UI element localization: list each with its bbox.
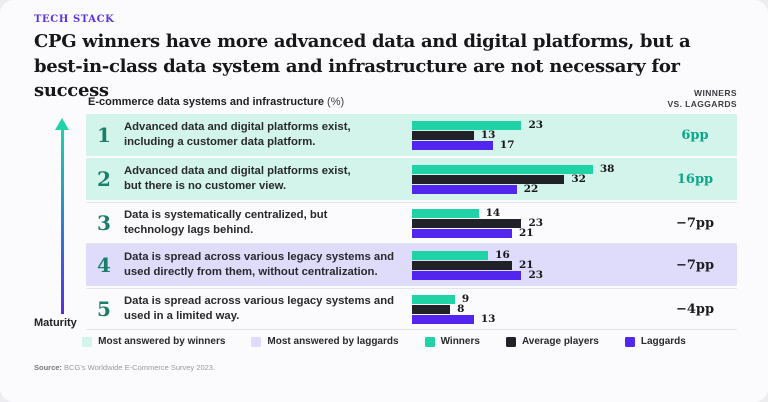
bar-average-players bbox=[412, 218, 522, 228]
bar-value: 21 bbox=[518, 226, 534, 239]
row-delta: 16pp bbox=[676, 171, 714, 187]
bar-value: 13 bbox=[480, 128, 496, 141]
bar-winners bbox=[412, 120, 522, 130]
maturity-axis-label: Maturity bbox=[34, 317, 77, 329]
arrow-up-icon bbox=[55, 118, 69, 130]
legend-label: Most answered by laggards bbox=[267, 336, 399, 347]
bar-value: 22 bbox=[523, 182, 539, 195]
bar-winners bbox=[412, 164, 593, 174]
table-row: 1 Advanced data and digital platforms ex… bbox=[86, 114, 737, 156]
legend-item: Winners bbox=[424, 336, 480, 347]
row-bars: 14 23 21 bbox=[412, 208, 653, 238]
row-delta: −4pp bbox=[675, 301, 715, 317]
chart-column-header-text: E-commerce data systems and infrastructu… bbox=[88, 96, 324, 108]
legend-item: Most answered by laggards bbox=[251, 336, 399, 347]
bar-winners bbox=[412, 208, 479, 218]
bar-value: 8 bbox=[457, 302, 465, 315]
bar-value: 23 bbox=[528, 268, 544, 281]
source-prefix: Source: bbox=[34, 363, 62, 372]
bar-average-players bbox=[412, 130, 474, 140]
chart-column-header-unit: (%) bbox=[327, 96, 345, 108]
legend-swatch bbox=[82, 336, 93, 347]
row-rank: 2 bbox=[97, 167, 111, 191]
chart-column-header: E-commerce data systems and infrastructu… bbox=[88, 96, 344, 108]
bar-laggards bbox=[412, 184, 517, 194]
table-row: 2 Advanced data and digital platforms ex… bbox=[86, 158, 737, 200]
row-label: Data is spread across various legacy sys… bbox=[124, 251, 395, 278]
row-label: Advanced data and digital platforms exis… bbox=[124, 121, 351, 148]
chart-legend: Most answered by winners Most answered b… bbox=[0, 336, 768, 347]
row-bars: 9 8 13 bbox=[412, 294, 653, 324]
row-rank: 1 bbox=[97, 123, 111, 147]
bar-value: 16 bbox=[495, 248, 510, 261]
row-label: Advanced data and digital platforms exis… bbox=[124, 165, 351, 192]
bar-laggards bbox=[412, 228, 512, 238]
row-label: Data is spread across various legacy sys… bbox=[124, 295, 395, 322]
legend-item: Average players bbox=[505, 336, 599, 347]
row-bars: 38 32 22 bbox=[412, 164, 653, 194]
legend-swatch bbox=[424, 336, 435, 347]
bar-average-players bbox=[412, 174, 565, 184]
bar-value: 32 bbox=[571, 172, 586, 185]
row-rank: 4 bbox=[97, 253, 111, 277]
arrow-line bbox=[61, 128, 64, 314]
bar-value: 14 bbox=[485, 206, 501, 219]
eyebrow-label: TECH STACK bbox=[34, 14, 115, 25]
row-delta: 6pp bbox=[681, 127, 709, 143]
row-delta: −7pp bbox=[675, 215, 715, 231]
legend-swatch bbox=[251, 336, 262, 347]
bar-winners bbox=[412, 250, 489, 260]
bar-laggards bbox=[412, 270, 522, 280]
delta-header-line1: WINNERS bbox=[694, 88, 737, 98]
legend-item: Most answered by winners bbox=[82, 336, 225, 347]
bar-winners bbox=[412, 294, 455, 304]
page-title: CPG winners have more advanced data and … bbox=[34, 31, 691, 102]
source-note: Source: BCG’s Worldwide E-Commerce Surve… bbox=[34, 363, 215, 372]
bar-value: 23 bbox=[528, 118, 544, 131]
legend-label: Laggards bbox=[640, 336, 686, 347]
row-label: Data is systematically centralized, but … bbox=[124, 209, 328, 236]
legend-label: Average players bbox=[521, 336, 599, 347]
legend-swatch bbox=[624, 336, 635, 347]
bar-average-players bbox=[412, 304, 451, 314]
bar-value: 17 bbox=[499, 138, 515, 151]
legend-item: Laggards bbox=[624, 336, 686, 347]
row-bars: 23 13 17 bbox=[412, 120, 653, 150]
maturity-axis-arrow bbox=[55, 118, 70, 314]
bar-value: 23 bbox=[528, 216, 544, 229]
delta-column-header: WINNERS VS. LAGGARDS bbox=[667, 88, 737, 111]
chart-rows: 1 Advanced data and digital platforms ex… bbox=[86, 114, 737, 330]
source-text: BCG’s Worldwide E-Commerce Survey 2023. bbox=[64, 363, 216, 372]
bar-value: 13 bbox=[480, 312, 496, 325]
row-rank: 3 bbox=[97, 211, 111, 235]
bar-value: 9 bbox=[461, 292, 470, 305]
row-delta: −7pp bbox=[675, 257, 715, 273]
bar-value: 38 bbox=[599, 162, 615, 175]
bar-average-players bbox=[412, 260, 512, 270]
row-bars: 16 21 23 bbox=[412, 250, 653, 280]
bar-value: 21 bbox=[518, 258, 534, 271]
legend-label: Most answered by winners bbox=[98, 336, 226, 347]
table-row: 4 Data is spread across various legacy s… bbox=[86, 244, 737, 286]
row-rank: 5 bbox=[97, 297, 111, 321]
legend-swatch bbox=[505, 336, 516, 347]
bar-laggards bbox=[412, 140, 493, 150]
table-row: 5 Data is spread across various legacy s… bbox=[86, 288, 737, 330]
legend-label: Winners bbox=[440, 336, 480, 347]
bar-laggards bbox=[412, 314, 474, 324]
delta-header-line2: VS. LAGGARDS bbox=[667, 99, 737, 110]
table-row: 3 Data is systematically centralized, bu… bbox=[86, 202, 737, 244]
